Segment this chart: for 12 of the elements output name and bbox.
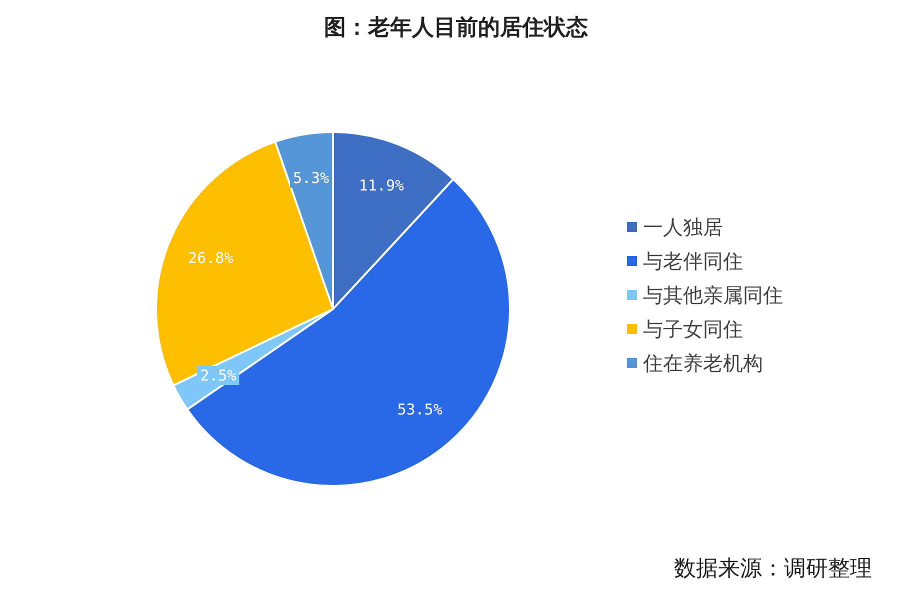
data-label: 11.9%	[358, 176, 404, 194]
data-label: 26.8%	[188, 248, 234, 267]
data-label: 5.3%	[292, 169, 330, 188]
legend-label: 与子女同住	[643, 317, 743, 341]
data-label: 2.5%	[200, 366, 236, 384]
legend-label: 一人独居	[643, 215, 723, 239]
legend-label: 与其他亲属同住	[643, 283, 783, 307]
legend-label: 住在养老机构	[642, 351, 763, 375]
legend-label: 与老伴同住	[643, 249, 743, 273]
source-note: 数据来源：调研整理	[674, 556, 872, 582]
chart-title: 图：老年人目前的居住状态	[324, 16, 588, 40]
data-label: 53.5%	[397, 400, 442, 418]
